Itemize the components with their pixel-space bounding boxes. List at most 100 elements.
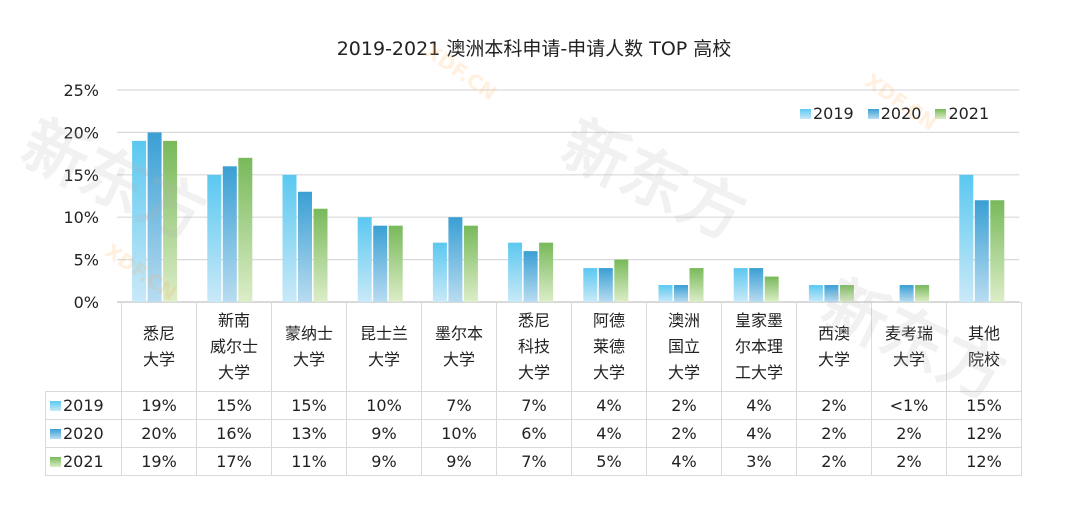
category-label-line: 大学: [517, 363, 550, 382]
chart-title: 2019-2021 澳洲本科申请-申请人数 TOP 高校: [336, 38, 732, 60]
bar-2021: [238, 157, 253, 302]
bar-2019: [733, 268, 748, 302]
data-label: 9%: [421, 447, 497, 476]
legend-item-2019: 2019: [800, 104, 854, 123]
category-label: 西澳 大学: [796, 302, 872, 392]
table-row: 2019 19% 15% 15% 10% 7% 7% 4% 2% 4% 2% <1% 15%: [45, 391, 1022, 420]
category-label: 墨尔本 大学: [421, 302, 497, 392]
y-tick-label: 20%: [63, 123, 99, 142]
data-label: 2%: [646, 419, 722, 448]
legend-swatch-2021: [935, 108, 947, 119]
category-label-line: 蒙纳士: [284, 324, 333, 343]
data-label: 4%: [571, 419, 647, 448]
data-table: 悉尼 大学 新南 威尔士 大学 蒙纳士 大学 昆士兰 大学 墨尔本 大学 悉尼 科技 大学 阿德 莱德 大学 澳洲…: [45, 302, 1022, 476]
row-header: 2019: [45, 391, 122, 420]
data-label: 19%: [121, 447, 197, 476]
data-label: 15%: [196, 391, 272, 420]
bar-2019: [282, 174, 297, 302]
legend-item-2021: 2021: [935, 104, 989, 123]
category-label: 蒙纳士 大学: [271, 302, 347, 392]
data-label: 4%: [721, 391, 797, 420]
category-label-line: 大学: [142, 350, 175, 369]
category-label-line: 皇家墨: [734, 311, 783, 330]
table-corner: [45, 302, 122, 392]
category-label-line: 大学: [442, 350, 475, 369]
series-swatch: [50, 457, 61, 467]
data-label: 15%: [946, 391, 1022, 420]
bar-2021: [614, 259, 629, 302]
data-label: 10%: [346, 391, 422, 420]
data-label: 12%: [946, 419, 1022, 448]
bar-2021: [689, 268, 704, 302]
data-label: 2%: [871, 447, 947, 476]
category-label: 澳洲 国立 大学: [646, 302, 722, 392]
data-label: 9%: [346, 447, 422, 476]
bar-2019: [132, 140, 147, 302]
series-swatch: [50, 429, 61, 439]
category-label-line: 大学: [817, 350, 850, 369]
y-tick-label: 10%: [63, 208, 99, 227]
category-label-line: 科技: [517, 337, 550, 356]
bar-2019: [357, 217, 372, 302]
bar-2019: [658, 285, 673, 302]
category-label: 麦考瑞 大学: [871, 302, 947, 392]
legend-label-2019: 2019: [813, 104, 854, 123]
bar-2020: [448, 217, 463, 302]
data-label: 5%: [571, 447, 647, 476]
bar-2020: [222, 166, 237, 302]
category-label-line: 威尔士: [209, 337, 258, 356]
series-name: 2019: [63, 396, 104, 415]
legend-label-2021: 2021: [948, 104, 990, 123]
data-label: 3%: [721, 447, 797, 476]
category-label-line: 墨尔本: [434, 324, 483, 343]
category-label: 阿德 莱德 大学: [571, 302, 647, 392]
bar-2021: [915, 285, 930, 302]
legend-swatch-2019: [800, 108, 811, 119]
series-name: 2020: [63, 424, 104, 443]
legend-swatch-2020: [867, 108, 879, 119]
bar-2021: [990, 200, 1005, 302]
category-label-line: 大学: [292, 350, 325, 369]
bar-2020: [298, 191, 312, 302]
bar-2021: [163, 140, 178, 302]
category-label-line: 悉尼: [142, 324, 175, 343]
y-tick-label: 25%: [63, 81, 99, 100]
bar-2019: [508, 242, 523, 302]
data-label: 19%: [121, 391, 197, 420]
bar-2021: [388, 225, 403, 302]
category-label: 昆士兰 大学: [346, 302, 422, 392]
bar-2020: [674, 285, 688, 302]
category-label-line: 阿德: [592, 311, 625, 330]
category-label-line: 尔本理: [734, 337, 783, 356]
data-label: 2%: [646, 391, 722, 420]
bar-2021: [839, 285, 854, 302]
category-label-line: 大学: [592, 363, 625, 382]
category-label-line: 莱德: [592, 337, 625, 356]
category-label-line: 大学: [667, 363, 700, 382]
y-tick-label: 5%: [74, 251, 99, 270]
category-label-line: 国立: [667, 337, 700, 356]
data-label: 15%: [271, 391, 347, 420]
category-label: 皇家墨 尔本理 工大学: [721, 302, 797, 392]
row-header: 2020: [45, 419, 122, 448]
category-label-line: 大学: [217, 363, 250, 382]
data-label: 16%: [196, 419, 272, 448]
category-row: 悉尼 大学 新南 威尔士 大学 蒙纳士 大学 昆士兰 大学 墨尔本 大学 悉尼 科技 大学 阿德 莱德 大学 澳洲…: [45, 302, 1022, 392]
bar-2020: [899, 285, 914, 302]
bar-2021: [539, 242, 554, 302]
legend: 2019 2020 2021: [800, 104, 989, 123]
category-label-line: 工大学: [734, 363, 783, 382]
data-label: 7%: [496, 391, 572, 420]
bar-2019: [432, 242, 447, 302]
data-label: 7%: [421, 391, 497, 420]
bar-2021: [463, 225, 478, 302]
data-label: 2%: [796, 391, 872, 420]
bar-2020: [749, 268, 764, 302]
data-label: 4%: [571, 391, 647, 420]
table-row: 2021 19% 17% 11% 9% 9% 7% 5% 4% 3% 2% 2% 12%: [45, 447, 1022, 476]
bar-2021: [764, 276, 779, 302]
data-label: 10%: [421, 419, 497, 448]
series-name: 2021: [63, 452, 104, 471]
bar-2020: [974, 200, 989, 302]
